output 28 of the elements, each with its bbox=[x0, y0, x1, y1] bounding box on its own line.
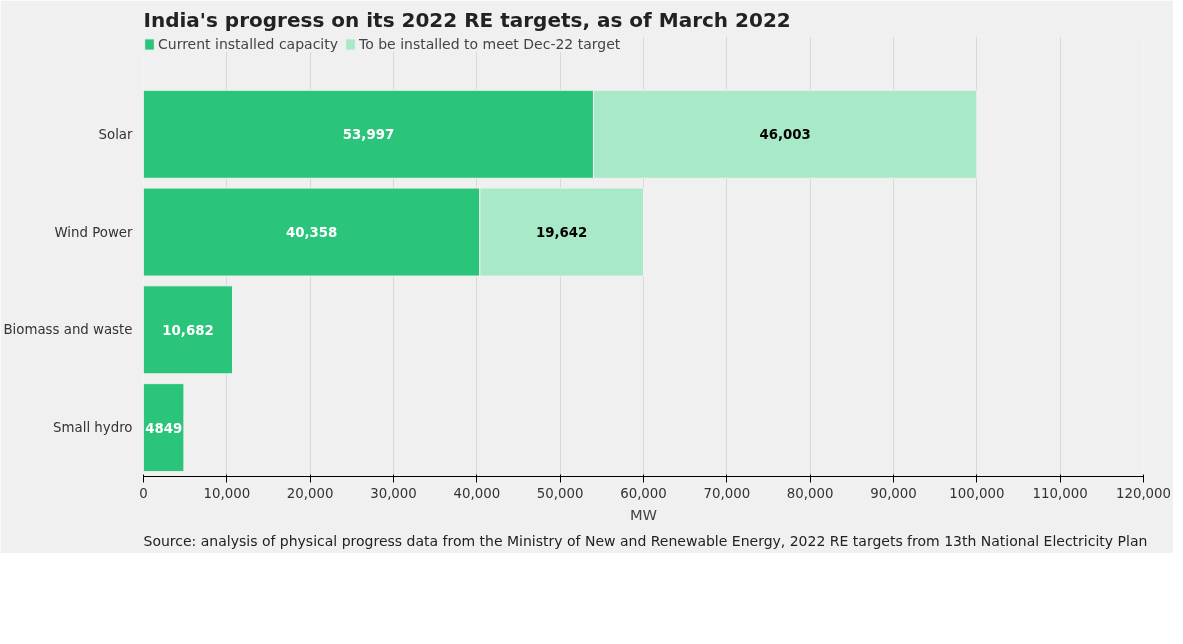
x-tick-label: 50,000 bbox=[536, 485, 584, 501]
y-tick-label: Small hydro bbox=[53, 420, 133, 436]
source-note: Source: analysis of physical progress data from the Ministry of New and Renewable Energy, 2022 RE targets from 13th National Electricity Plan bbox=[143, 532, 1148, 549]
x-tick-label: 40,000 bbox=[453, 485, 501, 501]
x-tick-label: 20,000 bbox=[286, 485, 334, 501]
y-tick-label: Solar bbox=[98, 126, 134, 142]
x-tick-label: 120,000 bbox=[1115, 485, 1172, 501]
x-axis-title: MW bbox=[629, 505, 658, 523]
y-tick-label: Wind Power bbox=[54, 224, 134, 240]
data-label: 46,003 bbox=[759, 127, 811, 143]
x-tick-label: 60,000 bbox=[620, 485, 667, 501]
data-label: 40,358 bbox=[285, 225, 338, 241]
data-label: 19,642 bbox=[535, 225, 588, 241]
chart-title: India's progress on its 2022 RE targets, as of March 2022 bbox=[143, 7, 791, 32]
data-label: 4849 bbox=[145, 420, 183, 436]
x-tick-label: 100,000 bbox=[949, 485, 1005, 501]
x-tick-label: 110,000 bbox=[1032, 485, 1088, 501]
legend-label: Current installed capacity bbox=[158, 36, 338, 52]
x-tick-label: 30,000 bbox=[370, 485, 417, 501]
data-label: 53,997 bbox=[342, 127, 395, 143]
x-tick-label: 70,000 bbox=[703, 485, 751, 501]
y-tick-label: Biomass and waste bbox=[3, 322, 133, 338]
x-tick-label: 90,000 bbox=[870, 485, 917, 501]
legend-label: To be installed to meet Dec-22 target bbox=[359, 36, 621, 52]
x-tick-label: 80,000 bbox=[786, 485, 834, 501]
x-tick-label: 0 bbox=[139, 485, 148, 501]
data-label: 10,682 bbox=[162, 322, 214, 338]
x-tick-label: 10,000 bbox=[203, 485, 251, 501]
